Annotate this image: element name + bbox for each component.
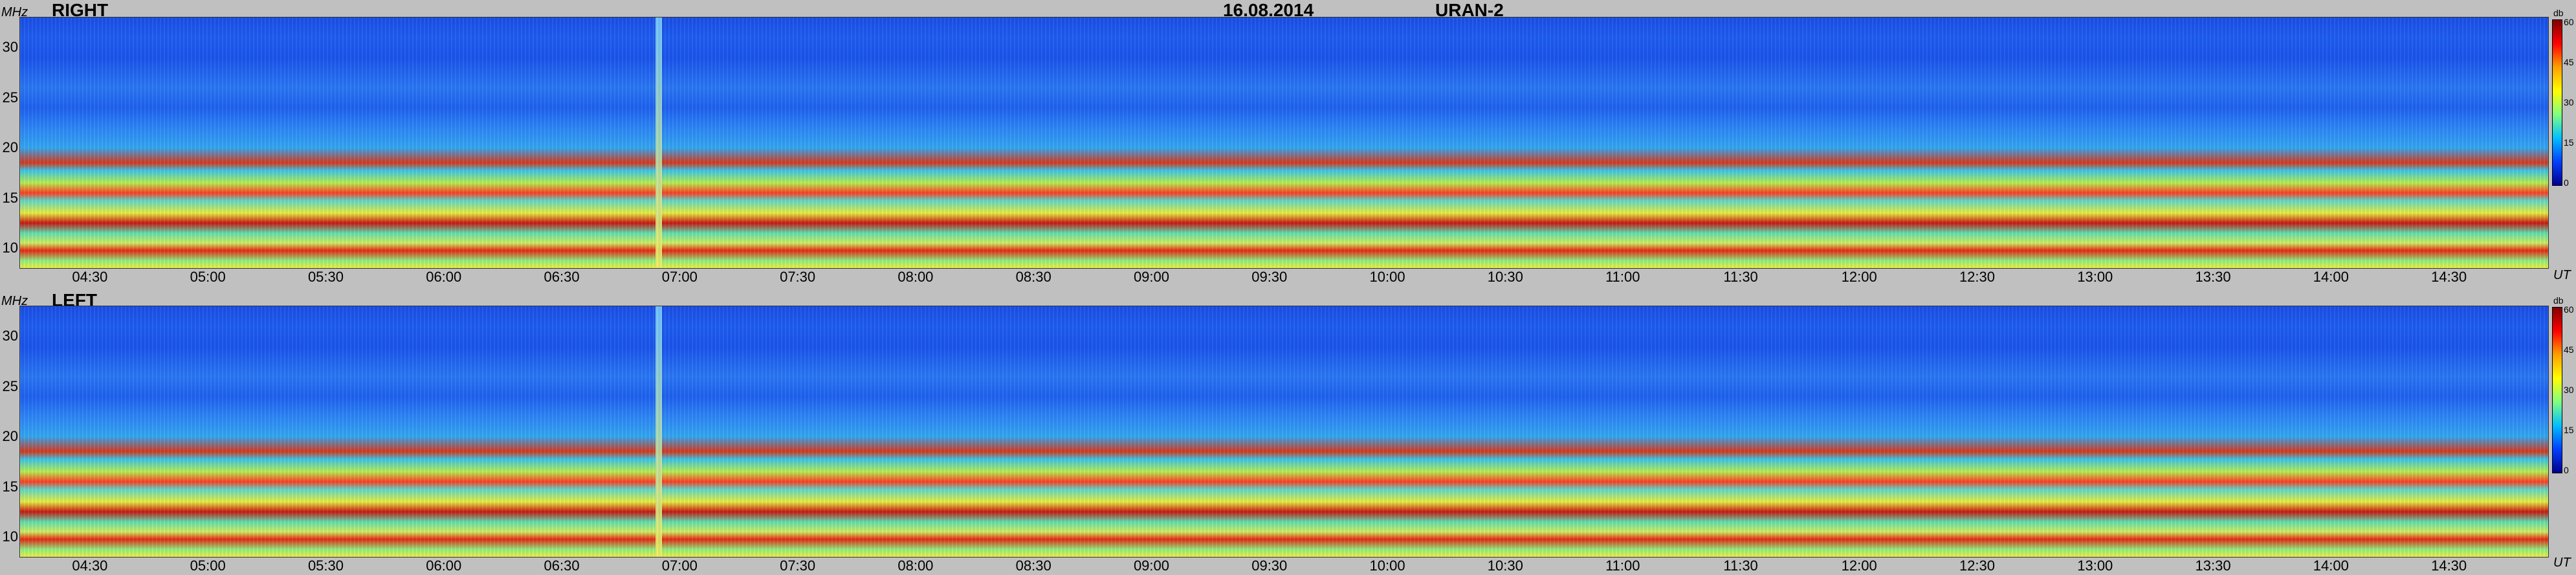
colorbar — [2552, 19, 2562, 186]
x-tick-label: 12:30 — [1959, 558, 1995, 574]
x-tick-label: 13:00 — [2077, 558, 2113, 574]
y-tick-label: 15 — [2, 189, 18, 206]
colorbar-tick-label: 0 — [2564, 465, 2569, 475]
y-tick-label: 20 — [2, 139, 18, 156]
x-tick-label: 14:30 — [2431, 269, 2467, 285]
x-tick-label: 12:30 — [1959, 269, 1995, 285]
colorbar-unit: db — [2553, 295, 2564, 306]
x-tick-label: 06:30 — [544, 269, 580, 285]
burst-spike — [655, 17, 662, 268]
x-tick-label: 06:00 — [426, 558, 462, 574]
x-tick-label: 12:00 — [1841, 269, 1877, 285]
colorbar-tick-label: 45 — [2564, 344, 2574, 355]
colorbar-tick-label: 0 — [2564, 177, 2569, 188]
x-tick-label: 05:00 — [190, 269, 226, 285]
colorbar-tick-label: 15 — [2564, 137, 2574, 148]
x-tick-label: 04:30 — [72, 269, 108, 285]
x-unit-label: UT — [2553, 268, 2571, 282]
colorbar-unit: db — [2553, 8, 2564, 18]
x-tick-label: 07:30 — [780, 269, 816, 285]
colorbar-tick-label: 60 — [2564, 17, 2574, 27]
x-unit-label: UT — [2553, 556, 2571, 570]
x-tick-label: 08:30 — [1015, 269, 1051, 285]
x-tick-label: 09:00 — [1133, 269, 1169, 285]
panel-right: RIGHT MHz db UT 10 15 20 25 30 04:30 05:00 05:… — [1, 0, 2574, 285]
x-tick-label: 13:00 — [2077, 269, 2113, 285]
colorbar — [2552, 307, 2562, 473]
x-tick-label: 09:30 — [1251, 558, 1288, 574]
y-tick-label: 30 — [2, 39, 18, 56]
y-tick-label: 25 — [2, 378, 18, 394]
x-tick-label: 04:30 — [72, 558, 108, 574]
colorbar-tick-label: 60 — [2564, 304, 2574, 315]
x-tick-label: 08:00 — [897, 269, 934, 285]
colorbar-tick-label: 45 — [2564, 57, 2574, 67]
x-tick-label: 14:00 — [2313, 269, 2349, 285]
y-tick-label: 30 — [2, 328, 18, 344]
x-tick-label: 08:30 — [1015, 558, 1051, 574]
x-tick-label: 12:00 — [1841, 558, 1877, 574]
x-tick-label: 10:30 — [1487, 558, 1523, 574]
x-tick-label: 10:30 — [1487, 269, 1523, 285]
colorbar-tick-label: 30 — [2564, 385, 2574, 395]
x-tick-label: 09:30 — [1251, 269, 1288, 285]
panel-left: LEFT MHz db UT 10 15 20 25 30 04:30 05:00 05:3… — [0, 288, 2576, 575]
x-tick-label: 07:00 — [661, 269, 698, 285]
x-tick-label: 06:00 — [426, 269, 462, 285]
y-tick-label: 10 — [2, 240, 18, 256]
x-tick-label: 05:30 — [307, 269, 344, 285]
x-tick-label: 08:00 — [897, 558, 934, 574]
burst-spike — [655, 306, 662, 557]
x-tick-label: 11:00 — [1605, 558, 1640, 574]
x-tick-label: 10:00 — [1369, 269, 1405, 285]
x-tick-label: 05:30 — [307, 558, 344, 574]
y-tick-label: 25 — [2, 89, 18, 106]
x-tick-label: 11:30 — [1723, 269, 1758, 285]
x-tick-label: 05:00 — [190, 558, 226, 574]
y-tick-label: 10 — [2, 528, 18, 545]
instrument-label: URAN-2 — [1435, 0, 1504, 20]
x-tick-label: 07:30 — [780, 558, 816, 574]
spectrogram-right — [19, 17, 2549, 269]
y-tick-label: 20 — [2, 428, 18, 445]
x-tick-label: 14:30 — [2431, 558, 2467, 574]
panel-label-right: RIGHT — [52, 0, 109, 20]
x-tick-label: 11:00 — [1605, 269, 1640, 285]
x-tick-label: 14:00 — [2313, 558, 2349, 574]
spectrogram-left — [19, 306, 2549, 558]
y-unit-label: MHz — [1, 294, 28, 308]
x-tick-label: 13:30 — [2195, 269, 2231, 285]
x-tick-label: 09:00 — [1133, 558, 1169, 574]
date-label: 16.08.2014 — [1223, 0, 1314, 20]
x-tick-label: 06:30 — [544, 558, 580, 574]
y-tick-label: 15 — [2, 478, 18, 495]
colorbar-tick-label: 15 — [2564, 425, 2574, 435]
x-tick-label: 07:00 — [661, 558, 698, 574]
x-tick-label: 13:30 — [2195, 558, 2231, 574]
x-tick-label: 10:00 — [1369, 558, 1405, 574]
y-unit-label: MHz — [1, 5, 28, 19]
colorbar-tick-label: 30 — [2564, 97, 2574, 107]
x-tick-label: 11:30 — [1723, 558, 1758, 574]
